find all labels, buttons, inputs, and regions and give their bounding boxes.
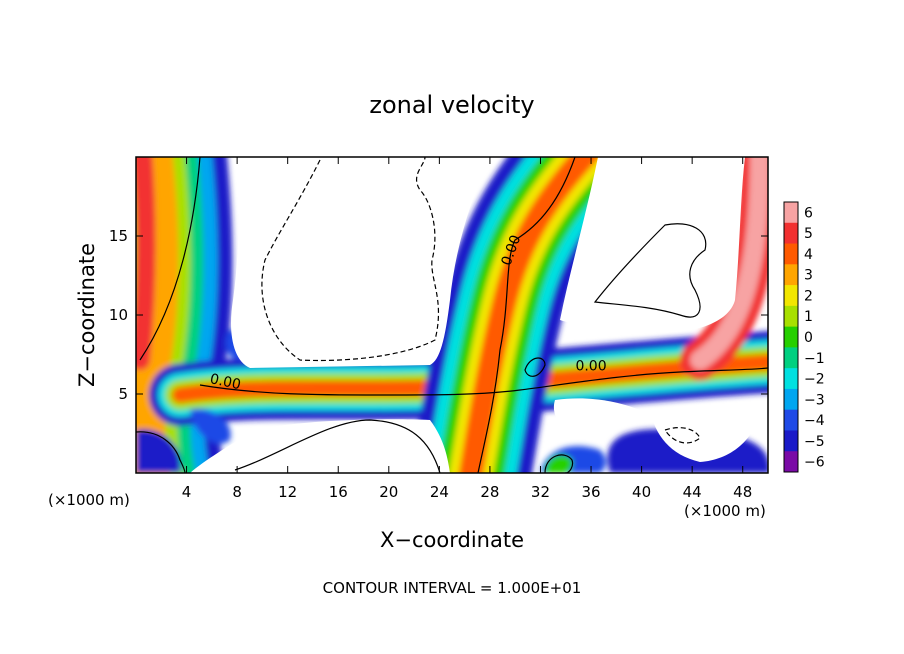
field-left-jet-core	[136, 157, 156, 370]
x-axis-label: X−coordinate	[380, 528, 524, 552]
y-axis-ticks: 5 10 15	[109, 227, 768, 403]
x-tick-label: 12	[278, 483, 297, 501]
colorbar-label: −2	[804, 372, 825, 388]
colorbar-label: −5	[804, 434, 825, 450]
contour-interval-note: CONTOUR INTERVAL = 1.000E+01	[323, 579, 582, 597]
colorbar-frame	[783, 201, 799, 473]
x-tick-label: 28	[480, 483, 499, 501]
colorbar-label: −6	[804, 455, 825, 471]
colorbar-swatch	[784, 222, 798, 245]
colorbar-label: 4	[804, 247, 813, 263]
x-axis-ticks: 4 8 12 16 20 24 28 32 36 40 44 48	[182, 157, 752, 501]
x-multiplier-left: (×1000 m)	[48, 491, 130, 509]
colorbar-swatch	[784, 451, 798, 473]
contour-negative-dashed-small	[664, 427, 701, 444]
x-tick-label: 32	[531, 483, 550, 501]
y-tick-label: 5	[118, 385, 128, 403]
colorbar-swatch	[784, 243, 798, 265]
field-lower-green	[545, 454, 573, 473]
colorbar-swatch	[784, 202, 798, 224]
colorbar-swatch	[784, 264, 798, 286]
colorbar-swatch	[784, 305, 798, 328]
colorbar: 6 5 4 3 2 1 0 −1 −2 −3 −4 −5 −6	[783, 201, 825, 473]
chart-title: zonal velocity	[369, 91, 534, 119]
contour-zero-diagonal	[477, 157, 576, 473]
contour-label: 0.00	[208, 371, 242, 393]
field-bottom-left-negative	[136, 429, 181, 473]
x-tick-label: 4	[182, 483, 192, 501]
colorbar-swatch	[784, 347, 798, 369]
x-tick-label: 20	[379, 483, 398, 501]
x-tick-label: 16	[329, 483, 348, 501]
colorbar-swatch	[784, 388, 798, 411]
contour-right-closed	[593, 223, 707, 318]
field-lower-right-white-region	[553, 398, 640, 429]
colorbar-label: 5	[804, 226, 813, 242]
colorbar-label: 1	[804, 309, 813, 325]
field-lower-right-white-region	[650, 404, 760, 462]
field-lower-white-region	[190, 419, 450, 473]
x-tick-label: 48	[733, 483, 752, 501]
colorbar-swatch	[784, 326, 798, 348]
contour-label: 0.00	[575, 358, 606, 374]
contour-zero-left	[139, 157, 201, 361]
colorbar-label: 3	[804, 268, 813, 284]
contour-lower-green	[544, 454, 574, 473]
contour-zero-bottom-left	[136, 431, 186, 473]
x-tick-label: 36	[581, 483, 600, 501]
contour-lower	[234, 419, 441, 473]
contour-zero-horizontal	[199, 367, 768, 396]
field-right-positive-core	[690, 157, 768, 370]
y-tick-label: 10	[109, 306, 128, 324]
x-tick-label: 24	[430, 483, 449, 501]
y-axis-label: Z−coordinate	[75, 243, 99, 387]
colorbar-label: −4	[804, 413, 825, 429]
field-diagonal-jet-core	[459, 157, 600, 473]
contour-small-closed	[524, 357, 546, 377]
x-tick-label: 8	[232, 483, 242, 501]
colorbar-swatch	[784, 409, 798, 431]
colorbar-label: 0	[804, 330, 813, 346]
colorbar-label: 2	[804, 288, 813, 304]
colorbar-swatch	[784, 368, 798, 390]
colorbar-swatch	[784, 285, 798, 307]
contour-negative-dashed	[261, 157, 439, 362]
colorbar-swatch	[784, 430, 798, 452]
velocity-field	[136, 157, 768, 473]
field-upper-white-region	[231, 157, 490, 368]
x-multiplier-right: (×1000 m)	[684, 502, 766, 520]
colorbar-label: 6	[804, 205, 813, 221]
y-tick-label: 15	[109, 227, 128, 245]
colorbar-label: −3	[804, 392, 825, 408]
colorbar-label: −1	[804, 351, 825, 367]
x-tick-label: 44	[683, 483, 702, 501]
contour-lines	[136, 157, 768, 473]
x-tick-label: 40	[632, 483, 651, 501]
field-bottom-left-negative	[190, 409, 231, 444]
